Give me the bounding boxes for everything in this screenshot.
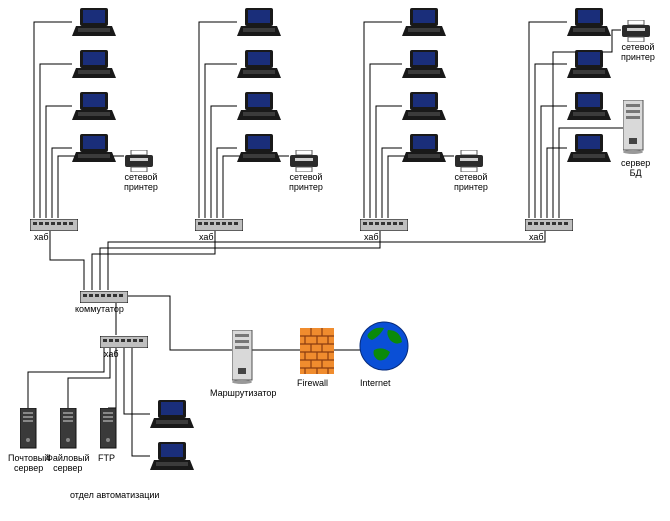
tower-sv1 — [20, 408, 38, 455]
edge-l41 — [529, 22, 567, 218]
edge-l12 — [40, 64, 72, 218]
laptop-l24 — [237, 134, 281, 169]
globe-net — [358, 320, 410, 377]
laptop-l23 — [237, 92, 281, 127]
laptop-l14 — [72, 134, 116, 169]
label-net: Internet — [360, 378, 391, 388]
laptop-l42 — [567, 50, 611, 85]
edge-l42 — [535, 64, 567, 218]
server-db — [623, 100, 645, 159]
label-h4: хаб — [529, 232, 544, 242]
edge-l43 — [541, 106, 567, 218]
edge-h3 — [100, 230, 380, 290]
edge-h2 — [92, 230, 215, 290]
edge-l23 — [211, 106, 237, 218]
label-fw: Firewall — [297, 378, 328, 388]
label-rt: Маршрутизатор — [210, 388, 276, 398]
laptop-l11 — [72, 8, 116, 43]
edge-h4 — [108, 230, 545, 290]
tower-sv3 — [100, 408, 118, 455]
edge-l14 — [52, 148, 72, 218]
label-db: серверБД — [621, 158, 650, 178]
edge-l21 — [199, 22, 237, 218]
laptop-l31 — [402, 8, 446, 43]
label-sv1: Почтовыйсервер — [8, 453, 49, 473]
label-p2: сетевойпринтер — [289, 172, 323, 192]
edge-h1 — [50, 230, 84, 290]
laptop-l44 — [567, 134, 611, 169]
firewall-fw — [300, 328, 334, 379]
label-dept: отдел автоматизации — [70, 490, 159, 500]
laptop-l51 — [150, 400, 194, 435]
server-rt — [232, 330, 254, 389]
laptop-l34 — [402, 134, 446, 169]
laptop-l22 — [237, 50, 281, 85]
edge-l32 — [370, 64, 402, 218]
edge-l34 — [382, 148, 402, 218]
laptop-l32 — [402, 50, 446, 85]
edge-sv1 — [28, 347, 104, 408]
label-p3: сетевойпринтер — [454, 172, 488, 192]
label-h5: хаб — [104, 349, 119, 359]
label-p1: сетевойпринтер — [124, 172, 158, 192]
edge-l33 — [376, 106, 402, 218]
laptop-l52 — [150, 442, 194, 477]
label-sw: коммутатор — [75, 304, 124, 314]
label-p4: сетевойпринтер — [621, 42, 655, 62]
edge-l22 — [205, 64, 237, 218]
edge-l52 — [132, 347, 150, 456]
edge-l11 — [34, 22, 72, 218]
edge-l24 — [217, 148, 237, 218]
label-sv2: Файловыйсервер — [46, 453, 90, 473]
edge-l13 — [46, 106, 72, 218]
laptop-l13 — [72, 92, 116, 127]
laptop-l12 — [72, 50, 116, 85]
label-sv3: FTP — [98, 453, 115, 463]
label-h1: хаб — [34, 232, 49, 242]
edge-l51 — [124, 347, 150, 414]
laptop-l33 — [402, 92, 446, 127]
laptop-l43 — [567, 92, 611, 127]
laptop-l41 — [567, 8, 611, 43]
label-h3: хаб — [364, 232, 379, 242]
label-h2: хаб — [199, 232, 214, 242]
edge-l44 — [547, 148, 567, 218]
laptop-l21 — [237, 8, 281, 43]
tower-sv2 — [60, 408, 78, 455]
edge-l31 — [364, 22, 402, 218]
